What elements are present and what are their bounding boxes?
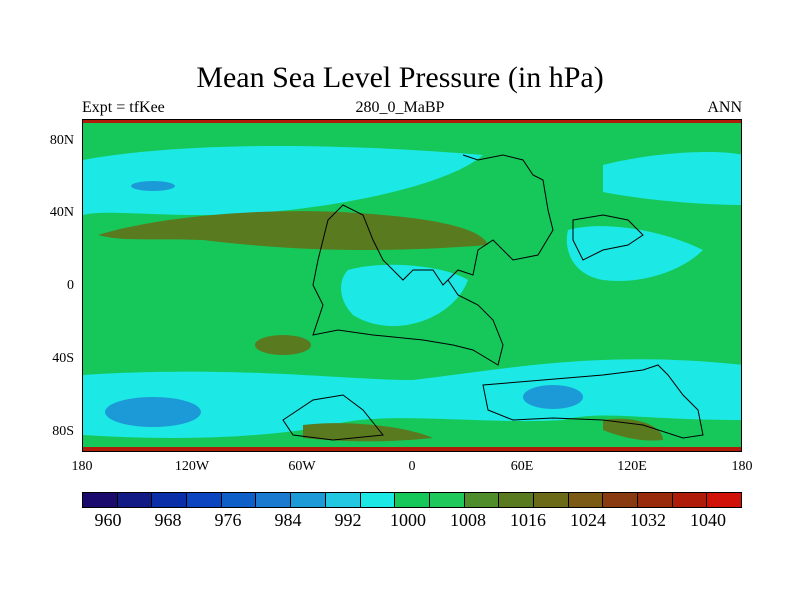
northern-low-band [83, 145, 483, 215]
colorbar-swatch [464, 493, 500, 507]
colorbar-swatch [152, 493, 188, 507]
southern-high [255, 335, 311, 355]
colorbar-swatch [325, 493, 361, 507]
colorbar-label: 1008 [450, 510, 486, 530]
colorbar-swatch [707, 493, 742, 507]
x-tick-180w: 180 [71, 459, 93, 474]
pressure-map [82, 119, 742, 452]
x-tick-0: 0 [408, 459, 416, 474]
colorbar-label: 1032 [630, 510, 666, 530]
subtropical-high [98, 211, 488, 250]
y-tick-80s: 80S [52, 424, 74, 439]
x-tick-60w: 60W [288, 459, 316, 474]
colorbar-swatch [429, 493, 465, 507]
colorbar-swatch [672, 493, 708, 507]
colorbar-swatch [568, 493, 604, 507]
colorbar-swatch [117, 493, 153, 507]
colorbar-label: 984 [274, 510, 302, 530]
central-low [341, 264, 468, 327]
southeast-deep-low [523, 385, 583, 409]
experiment-label: Expt = tfKee [82, 99, 165, 116]
x-tick-120w: 120W [174, 459, 210, 474]
colorbar-swatch [83, 493, 118, 507]
southern-low-band [83, 359, 741, 438]
colorbar-swatch [221, 493, 257, 507]
period-label: 280_0_MaBP [355, 99, 445, 116]
east-low [566, 226, 703, 281]
eastern-landmass [572, 214, 644, 261]
colorbar-label: 1024 [570, 510, 606, 530]
southwest-deep-low [105, 397, 201, 427]
y-tick-80n: 80N [49, 133, 74, 148]
colorbar-swatch [533, 493, 569, 507]
season-label: ANN [707, 99, 742, 116]
y-tick-0: 0 [67, 278, 74, 293]
y-tick-40s: 40S [52, 351, 74, 366]
colorbar [82, 492, 742, 508]
colorbar-swatch [256, 493, 292, 507]
continent-outline [312, 154, 554, 366]
polar-high-north [83, 120, 741, 123]
colorbar-label: 1000 [390, 510, 426, 530]
colorbar-swatch [291, 493, 326, 507]
colorbar-label: 1016 [510, 510, 546, 530]
y-tick-40n: 40N [49, 205, 74, 220]
southern-landmass [482, 364, 704, 439]
colorbar-label: 960 [94, 510, 122, 530]
polar-high-south [83, 447, 741, 451]
southwest-landmass [282, 394, 384, 441]
colorbar-swatch [499, 493, 534, 507]
northwest-deep-low [131, 181, 175, 191]
x-tick-180e: 180 [731, 459, 753, 474]
south-high [303, 423, 433, 442]
x-tick-60e: 60E [510, 459, 534, 474]
colorbar-swatch [187, 493, 222, 507]
colorbar-label: 1040 [690, 510, 726, 530]
southeast-high [603, 418, 663, 441]
northeast-low [603, 152, 741, 205]
colorbar-label: 976 [214, 510, 242, 530]
pressure-field [83, 120, 741, 451]
map-title: Mean Sea Level Pressure (in hPa) [196, 61, 604, 94]
x-tick-120e: 120E [617, 459, 647, 474]
colorbar-label: 968 [154, 510, 182, 530]
colorbar-swatch [360, 493, 396, 507]
colorbar-label: 992 [334, 510, 362, 530]
colorbar-swatch [603, 493, 638, 507]
colorbar-swatch [638, 493, 673, 507]
colorbar-swatch [395, 493, 430, 507]
